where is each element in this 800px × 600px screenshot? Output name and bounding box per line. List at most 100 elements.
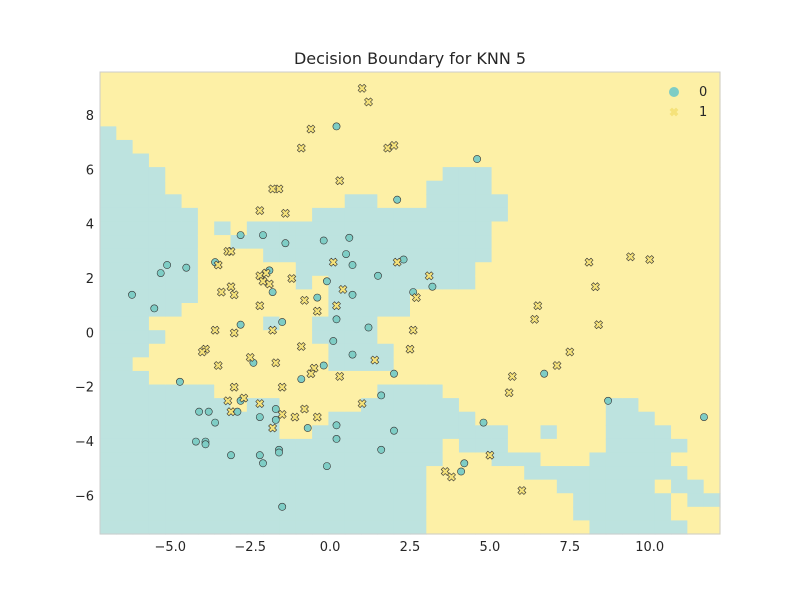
region-cell bbox=[524, 425, 542, 440]
region-cell bbox=[458, 180, 476, 195]
region-cell bbox=[214, 466, 232, 481]
region-cell bbox=[148, 289, 166, 304]
region-cell bbox=[458, 425, 476, 440]
region-cell bbox=[475, 303, 493, 318]
region-cell bbox=[622, 207, 640, 223]
region-cell bbox=[344, 370, 362, 386]
region-cell bbox=[181, 357, 199, 372]
region-cell bbox=[148, 438, 166, 454]
region-cell bbox=[197, 221, 215, 236]
region-cell bbox=[622, 289, 640, 304]
region-cell bbox=[132, 85, 150, 100]
region-cell bbox=[100, 167, 117, 182]
region-cell bbox=[475, 466, 493, 481]
region-cell bbox=[524, 139, 542, 155]
region-cell bbox=[116, 330, 134, 345]
region-cell bbox=[491, 330, 509, 345]
region-cell bbox=[556, 275, 574, 291]
region-cell bbox=[165, 520, 183, 535]
region-cell bbox=[100, 289, 117, 304]
region-cell bbox=[605, 85, 623, 100]
region-cell bbox=[703, 466, 721, 481]
region-cell bbox=[654, 452, 672, 467]
region-cell bbox=[442, 126, 460, 141]
region-cell bbox=[556, 357, 574, 372]
region-cell bbox=[687, 289, 705, 304]
region-cell bbox=[181, 248, 199, 263]
region-cell bbox=[426, 398, 444, 413]
region-cell bbox=[605, 520, 623, 535]
region-cell bbox=[589, 438, 607, 454]
region-cell bbox=[393, 493, 411, 508]
region-cell bbox=[622, 139, 640, 155]
region-cell bbox=[312, 384, 330, 399]
region-cell bbox=[246, 194, 264, 209]
region-cell bbox=[263, 153, 281, 168]
region-cell bbox=[279, 194, 297, 209]
region-cell bbox=[573, 99, 591, 114]
point-class-0 bbox=[303, 424, 312, 432]
region-cell bbox=[279, 221, 297, 236]
region-cell bbox=[410, 112, 427, 127]
region-cell bbox=[573, 384, 591, 399]
region-cell bbox=[540, 248, 558, 263]
region-cell bbox=[475, 425, 493, 440]
chart-title: Decision Boundary for KNN 5 bbox=[294, 49, 526, 68]
point-class-1 bbox=[268, 184, 278, 194]
region-cell bbox=[328, 99, 346, 114]
region-cell bbox=[654, 235, 672, 250]
region-cell bbox=[246, 235, 264, 250]
region-cell bbox=[344, 493, 362, 508]
region-cell bbox=[197, 452, 215, 467]
region-cell bbox=[524, 262, 542, 277]
region-cell bbox=[132, 370, 150, 386]
region-cell bbox=[605, 248, 623, 263]
region-cell bbox=[344, 167, 362, 182]
region-cell bbox=[312, 72, 330, 87]
region-cell bbox=[197, 466, 215, 481]
region-cell bbox=[573, 139, 591, 155]
region-cell bbox=[344, 221, 362, 236]
region-cell bbox=[622, 262, 640, 277]
region-cell bbox=[589, 520, 607, 535]
region-cell bbox=[328, 303, 346, 318]
region-cell bbox=[263, 370, 281, 386]
region-cell bbox=[328, 506, 346, 522]
region-cell bbox=[540, 85, 558, 100]
region-cell bbox=[377, 343, 395, 358]
region-cell bbox=[573, 357, 591, 372]
region-cell bbox=[116, 357, 134, 372]
region-cell bbox=[263, 248, 281, 263]
region-cell bbox=[573, 493, 591, 508]
point-class-1 bbox=[645, 255, 655, 264]
region-cell bbox=[475, 72, 493, 87]
region-cell bbox=[491, 262, 509, 277]
region-cell bbox=[589, 493, 607, 508]
point-class-0 bbox=[319, 236, 328, 245]
region-cell bbox=[475, 112, 493, 127]
region-cell bbox=[246, 248, 264, 263]
region-cell bbox=[475, 384, 493, 399]
region-cell bbox=[197, 248, 215, 263]
region-cell bbox=[556, 153, 574, 168]
region-cell bbox=[671, 370, 688, 386]
point-class-0 bbox=[342, 250, 350, 258]
region-cell bbox=[491, 139, 509, 155]
region-cell bbox=[165, 330, 183, 345]
region-cell bbox=[328, 384, 346, 399]
region-cell bbox=[458, 289, 476, 304]
region-cell bbox=[687, 139, 705, 155]
region-cell bbox=[654, 139, 672, 155]
region-cell bbox=[328, 153, 346, 168]
region-cell bbox=[491, 479, 509, 494]
region-cell bbox=[654, 316, 672, 331]
region-cell bbox=[148, 316, 166, 331]
region-cell bbox=[100, 262, 117, 277]
region-cell bbox=[507, 180, 525, 195]
region-cell bbox=[475, 493, 493, 508]
region-cell bbox=[589, 112, 607, 127]
region-cell bbox=[361, 384, 378, 399]
region-cell bbox=[622, 275, 640, 291]
region-cell bbox=[687, 180, 705, 195]
region-cell bbox=[361, 221, 378, 236]
